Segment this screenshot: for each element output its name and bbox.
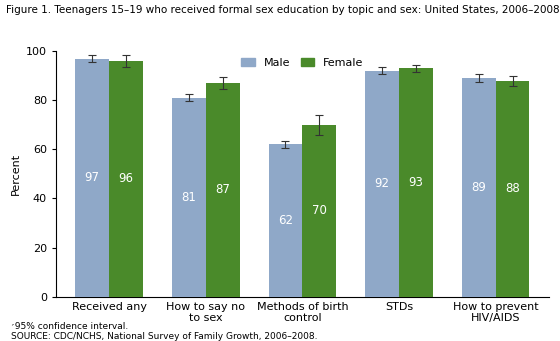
- Bar: [365, 71, 399, 297]
- Bar: [76, 59, 109, 297]
- Bar: [206, 83, 240, 297]
- Text: 93: 93: [408, 176, 423, 189]
- Text: ׳95% confidence interval.: ׳95% confidence interval.: [11, 322, 128, 331]
- Text: SOURCE: CDC/NCHS, National Survey of Family Growth, 2006–2008.: SOURCE: CDC/NCHS, National Survey of Fam…: [11, 332, 318, 341]
- Bar: [172, 98, 206, 297]
- Text: 70: 70: [312, 204, 326, 217]
- Bar: [269, 145, 302, 297]
- Bar: [399, 68, 433, 297]
- Text: 88: 88: [505, 182, 520, 195]
- Text: 81: 81: [181, 191, 197, 204]
- Text: 97: 97: [85, 171, 100, 184]
- Y-axis label: Percent: Percent: [11, 153, 20, 195]
- Text: 62: 62: [278, 214, 293, 227]
- Bar: [462, 78, 496, 297]
- Text: 96: 96: [119, 172, 133, 185]
- Text: 87: 87: [215, 183, 230, 196]
- Bar: [109, 61, 143, 297]
- Text: 89: 89: [472, 181, 486, 194]
- Legend: Male, Female: Male, Female: [238, 54, 367, 71]
- Bar: [302, 125, 336, 297]
- Text: Figure 1. Teenagers 15–19 who received formal sex education by topic and sex: Un: Figure 1. Teenagers 15–19 who received f…: [6, 5, 559, 15]
- Text: 92: 92: [375, 177, 390, 190]
- Bar: [496, 80, 529, 297]
